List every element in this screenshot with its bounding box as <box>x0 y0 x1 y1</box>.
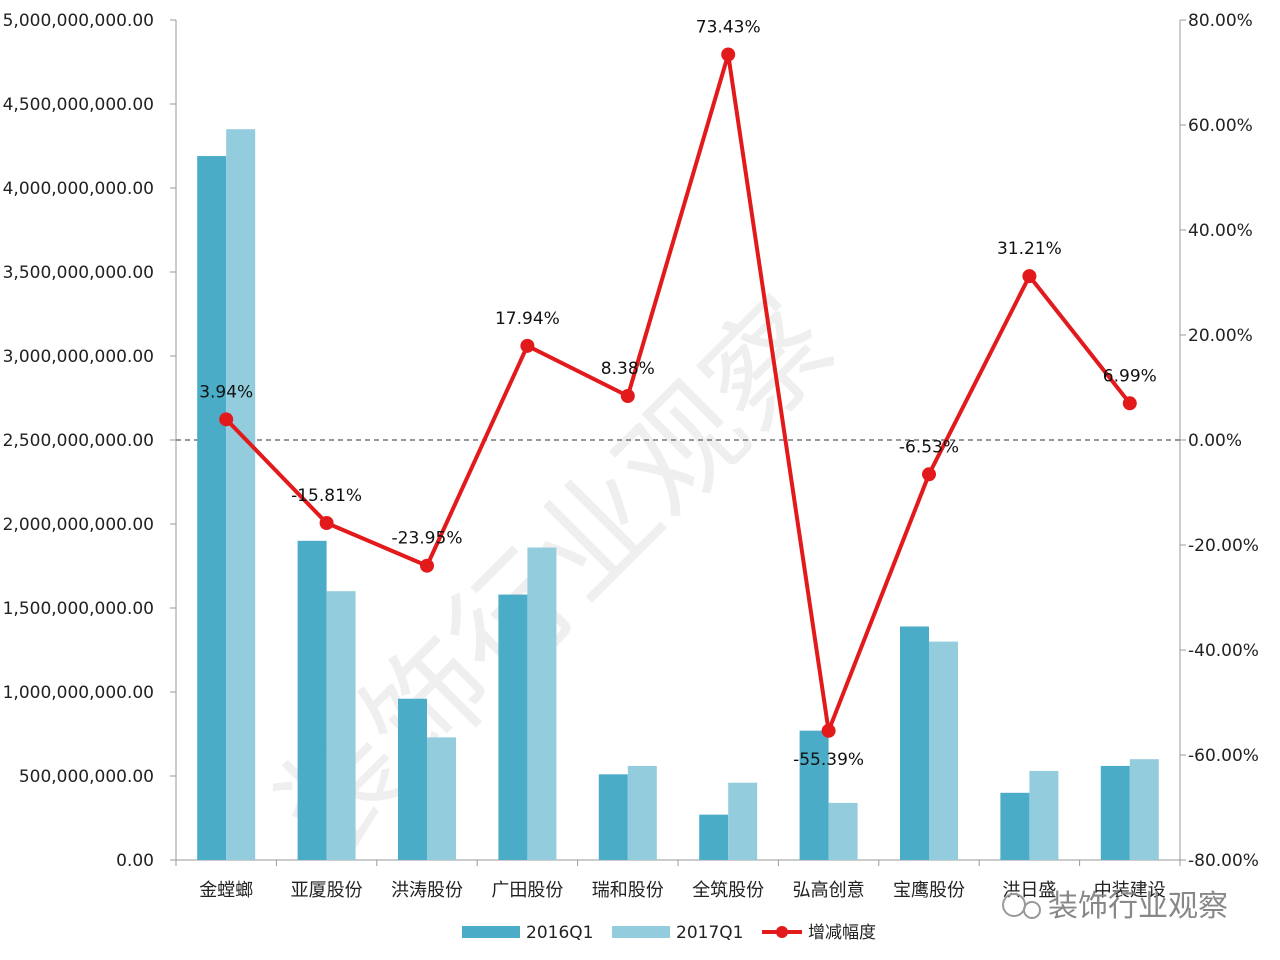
line-point <box>219 412 234 427</box>
logo-text: 装饰行业观察 <box>1048 889 1228 924</box>
line-point <box>721 47 736 62</box>
y-right-tick-label: 40.00% <box>1188 221 1253 241</box>
y-left-tick-label: 0.00 <box>116 851 154 871</box>
line-data-label: 3.94% <box>199 382 253 402</box>
bar-2017Q1 <box>828 802 858 860</box>
bar-2016Q1 <box>398 698 427 860</box>
y-left-tick-label: 1,500,000,000.00 <box>3 599 154 619</box>
legend-marker <box>776 926 788 938</box>
line-point <box>922 467 936 482</box>
line-data-label: 6.99% <box>1103 366 1157 386</box>
bar-2016Q1 <box>1000 792 1030 860</box>
bar-2017Q1 <box>226 129 256 860</box>
x-tick-label: 洪日盛 <box>1002 880 1056 901</box>
line-point <box>1022 269 1037 284</box>
line-series <box>219 47 1137 738</box>
line-point <box>1122 396 1137 411</box>
bar-2017Q1 <box>627 765 657 860</box>
bar-2017Q1 <box>728 782 758 860</box>
y-right-tick-label: 60.00% <box>1188 116 1253 136</box>
y-left-tick-label: 2,000,000,000.00 <box>3 515 154 535</box>
x-tick-label: 弘高创意 <box>793 880 865 901</box>
line-增减幅度 <box>224 52 1132 733</box>
line-point <box>620 389 635 404</box>
bar-2016Q1 <box>1100 765 1130 860</box>
line-data-label: 17.94% <box>495 309 560 329</box>
y-right-tick-label: 0.00% <box>1188 431 1242 451</box>
line-point <box>821 723 836 738</box>
bar-2017Q1 <box>929 641 958 860</box>
y-left-tick-label: 3,000,000,000.00 <box>3 347 154 367</box>
y-left-tick-label: 5,000,000,000.00 <box>3 11 154 31</box>
bar-2017Q1 <box>326 591 356 860</box>
bar-2017Q1 <box>1129 759 1159 860</box>
bar-2017Q1 <box>527 547 557 860</box>
x-tick-label: 亚厦股份 <box>291 880 363 901</box>
line-data-label: 8.38% <box>601 359 655 379</box>
bar-2016Q1 <box>498 594 528 860</box>
bar-2016Q1 <box>799 730 829 860</box>
y-left-tick-label: 4,000,000,000.00 <box>3 179 154 199</box>
line-point <box>520 338 535 353</box>
x-tick-label: 中装建设 <box>1094 880 1166 901</box>
y-left-tick-label: 2,500,000,000.00 <box>3 431 154 451</box>
legend-label: 2016Q1 <box>526 923 593 943</box>
line-data-label: -15.81% <box>291 486 362 506</box>
bar-2016Q1 <box>297 540 327 860</box>
line-data-label: -55.39% <box>793 750 864 770</box>
line-data-label: 73.43% <box>696 17 761 37</box>
y-left-tick-label: 500,000,000.00 <box>19 767 154 787</box>
x-tick-label: 洪涛股份 <box>391 880 463 901</box>
line-data-label: 31.21% <box>997 239 1062 259</box>
line-point <box>319 516 334 531</box>
x-tick-label: 金螳螂 <box>199 880 253 901</box>
legend-swatch <box>612 926 670 938</box>
y-right-tick-label: -40.00% <box>1188 641 1259 661</box>
line-data-label: -23.95% <box>392 529 463 549</box>
bar-2017Q1 <box>427 737 456 860</box>
x-tick-label: 瑞和股份 <box>592 880 664 901</box>
x-tick-label: 宝鹰股份 <box>893 880 965 901</box>
bar-2016Q1 <box>598 774 628 860</box>
logo: 装饰行业观察 <box>1002 889 1228 924</box>
x-tick-label: 广田股份 <box>491 880 563 901</box>
line-data-label: -6.53% <box>899 437 959 457</box>
legend: 2016Q1 2017Q1 增减幅度 <box>462 923 876 943</box>
y-right-tick-label: -60.00% <box>1188 746 1259 766</box>
y-right-tick-label: 80.00% <box>1188 11 1253 31</box>
y-left-tick-label: 3,500,000,000.00 <box>3 263 154 283</box>
x-tick-label: 全筑股份 <box>692 880 764 901</box>
bar-2016Q1 <box>197 156 227 860</box>
legend-label: 2017Q1 <box>676 923 743 943</box>
bar-2016Q1 <box>900 626 929 860</box>
legend-label: 增减幅度 <box>808 923 876 943</box>
logo-bubble-small-icon <box>1023 901 1041 919</box>
y-right-tick-label: -80.00% <box>1188 851 1259 871</box>
bar-2017Q1 <box>1029 770 1059 860</box>
line-point <box>420 558 434 573</box>
bar-2016Q1 <box>699 814 729 860</box>
y-right-tick-label: 20.00% <box>1188 326 1253 346</box>
data-labels: 3.94% -15.81% -23.95% 17.94% 8.38% 73.43% -55.… <box>199 17 1157 769</box>
y-left-tick-label: 1,000,000,000.00 <box>3 683 154 703</box>
y-right-tick-label: -20.00% <box>1188 536 1259 556</box>
y-left-tick-label: 4,500,000,000.00 <box>3 95 154 115</box>
legend-swatch <box>462 926 520 938</box>
bars <box>197 129 1159 860</box>
